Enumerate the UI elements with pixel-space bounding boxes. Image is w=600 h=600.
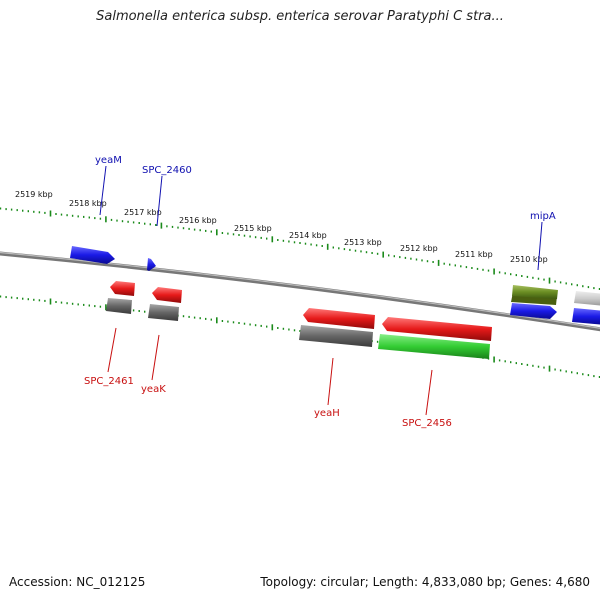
scale-label-2511: 2511 kbp [455,250,493,259]
gene-label-yeaH[interactable]: yeaH [314,408,340,419]
gene-SPC_2461-shadow[interactable] [106,298,132,314]
leader-SPC_2460 [156,175,163,227]
leader-yeaH [327,357,334,406]
scale-ticks-outer [0,207,600,290]
scale-label-2515: 2515 kbp [234,224,272,233]
gene-label-SPC_2460[interactable]: SPC_2460 [142,165,192,176]
gene-yeaK-shadow[interactable] [148,304,179,321]
scale-label-2514: 2514 kbp [289,231,327,240]
scale-label-2518: 2518 kbp [69,199,107,208]
gene-labels: yeaM SPC_2460 mipA SPC_2461 yeaK yeaH SP… [84,155,556,429]
gene-label-SPC_2461[interactable]: SPC_2461 [84,376,134,387]
gene-SPC_2456-feature[interactable] [382,317,492,341]
leader-yeaK [151,334,160,381]
leader-SPC_2456 [425,369,433,416]
leader-SPC_2461 [107,327,117,373]
scale-label-2510: 2510 kbp [510,255,548,264]
gene-SPC_2456-rna[interactable] [378,334,490,359]
gene-yeaM-feature[interactable] [70,246,115,264]
gene-SPC_2461-feature[interactable] [110,281,135,296]
scale-label-2519: 2519 kbp [15,190,53,199]
scale-label-2513: 2513 kbp [344,238,382,247]
gene-label-yeaK[interactable]: yeaK [141,384,166,395]
gene-SPC_2460-feature[interactable] [147,258,156,271]
topology-summary: Topology: circular; Length: 4,833,080 bp… [260,575,590,589]
reverse-strand-features [106,281,492,359]
label-leaders [99,165,543,416]
edge-gray-feature[interactable] [574,291,600,306]
gene-mipA-other-feature[interactable] [512,285,558,299]
gene-label-mipA[interactable]: mipA [530,211,556,222]
gene-label-yeaM[interactable]: yeaM [95,155,122,166]
gene-yeaH-shadow[interactable] [299,325,373,347]
gene-label-SPC_2456[interactable]: SPC_2456 [402,418,452,429]
gene-mipA-feature[interactable] [510,303,557,319]
scale-labels: 2519 kbp 2518 kbp 2517 kbp 2516 kbp 2515… [15,190,548,264]
genome-backbone [0,251,600,332]
map-title: Salmonella enterica subsp. enterica sero… [96,9,504,24]
forward-strand-features [70,246,600,325]
accession-text: Accession: NC_012125 [9,575,146,589]
scale-label-2517: 2517 kbp [124,208,162,217]
leader-yeaM [99,165,107,216]
scale-label-2512: 2512 kbp [400,244,438,253]
gene-yeaH-feature[interactable] [303,308,375,329]
leader-mipA [537,221,543,271]
gene-yeaK-feature[interactable] [152,287,182,303]
scale-label-2516: 2516 kbp [179,216,217,225]
edge-blue-feature[interactable] [572,308,600,325]
